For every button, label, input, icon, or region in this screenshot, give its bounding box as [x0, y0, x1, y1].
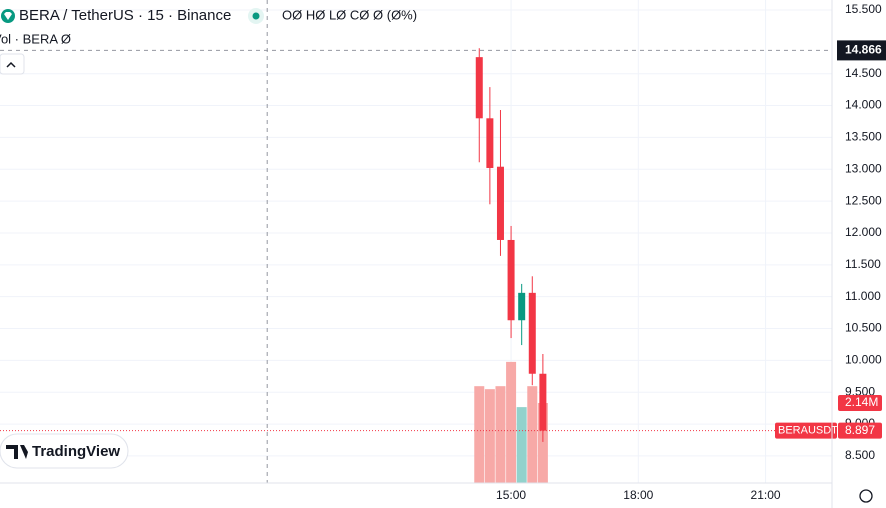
logo-text: TradingView	[32, 443, 120, 460]
candle-body	[507, 239, 515, 321]
y-tick-label: 11.500	[845, 257, 881, 271]
x-tick-label: 15:00	[496, 488, 526, 502]
symbol-icon-glyph	[4, 12, 12, 20]
settings-button[interactable]	[859, 489, 873, 503]
y-tick-label: 13.500	[845, 130, 882, 144]
y-tick-label: 9.500	[845, 384, 875, 398]
y-tick-label: 10.000	[845, 353, 882, 367]
y-tick-label: 12.500	[845, 193, 882, 207]
volume-bar	[495, 386, 506, 483]
candle-body	[539, 373, 547, 431]
market-status-dot	[252, 12, 260, 20]
y-tick-label: 14.000	[845, 98, 882, 112]
overlay: BERAUSDT 8.897 2.14M 14.866	[0, 0, 886, 483]
y-tick-label: 11.000	[845, 289, 881, 303]
y-tick-label: 8.500	[845, 448, 875, 462]
logo-icon	[6, 445, 28, 459]
crosshair-price-label: 14.866	[845, 43, 882, 57]
symbol-title[interactable]: BERA / TetherUS · 15 · Binance	[19, 7, 231, 24]
y-tick-label: 10.500	[845, 321, 882, 335]
volume-bar	[516, 407, 527, 483]
volume-label: 2.14M	[845, 395, 878, 409]
y-tick-label: 13.000	[845, 161, 882, 175]
candle-body	[496, 166, 504, 240]
collapse-icon	[6, 61, 16, 68]
symbol-label-box	[775, 422, 837, 439]
crosshair-price-box	[837, 40, 886, 61]
x-tick-label: 21:00	[751, 488, 781, 502]
last-price-label: 8.897	[845, 423, 875, 437]
y-tick-label: 14.500	[845, 66, 882, 80]
volume-bar	[474, 386, 485, 483]
volume-legend: Vol · BERA Ø	[0, 31, 71, 46]
marks	[474, 48, 548, 483]
candle-body	[518, 292, 526, 321]
volume-label-box	[838, 394, 882, 411]
volume-bar	[484, 389, 495, 483]
ohlc-legend: OØ HØ LØ CØ Ø (Ø%)	[282, 7, 417, 22]
candle-body	[486, 118, 494, 168]
y-tick-label: 12.000	[845, 225, 882, 239]
last-price-box	[838, 422, 882, 439]
x-tick-label: 18:00	[623, 488, 653, 502]
volume-bar	[506, 361, 517, 483]
candle-body	[528, 292, 536, 374]
volume-bar	[527, 386, 538, 483]
volume-bar	[537, 402, 548, 483]
y-tick-label: 15.500	[845, 2, 882, 16]
symbol-label: BERAUSDT	[778, 425, 838, 437]
logo-badge[interactable]	[0, 433, 129, 469]
candle-body	[475, 57, 483, 119]
